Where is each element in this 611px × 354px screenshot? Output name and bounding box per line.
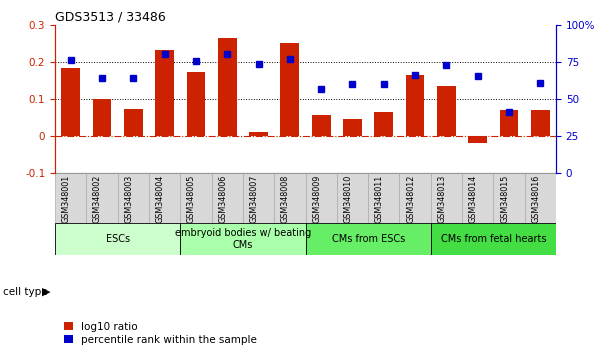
Text: GDS3513 / 33486: GDS3513 / 33486: [55, 11, 166, 24]
Bar: [306, 223, 431, 255]
Bar: [462, 172, 494, 223]
Bar: [55, 223, 180, 255]
Text: GSM348007: GSM348007: [249, 175, 258, 223]
Bar: [343, 119, 362, 136]
Bar: [368, 172, 400, 223]
Text: GSM348010: GSM348010: [343, 175, 353, 223]
Bar: [124, 109, 143, 136]
Text: GSM348001: GSM348001: [62, 175, 71, 223]
Bar: [218, 38, 236, 136]
Bar: [180, 172, 211, 223]
Bar: [312, 115, 331, 136]
Bar: [117, 172, 149, 223]
Text: cell type: cell type: [3, 287, 51, 297]
Bar: [431, 223, 556, 255]
Text: GSM348009: GSM348009: [312, 175, 321, 223]
Bar: [375, 112, 393, 136]
Text: GSM348013: GSM348013: [437, 175, 447, 223]
Bar: [155, 50, 174, 136]
Bar: [280, 43, 299, 136]
Text: CMs from ESCs: CMs from ESCs: [332, 234, 404, 244]
Text: GSM348005: GSM348005: [187, 175, 196, 223]
Text: GSM348011: GSM348011: [375, 175, 384, 223]
Bar: [337, 172, 368, 223]
Bar: [249, 132, 268, 136]
Text: GSM348006: GSM348006: [218, 175, 227, 223]
Bar: [531, 110, 550, 136]
Text: GSM348015: GSM348015: [500, 175, 509, 223]
Text: ESCs: ESCs: [106, 234, 130, 244]
Legend: log10 ratio, percentile rank within the sample: log10 ratio, percentile rank within the …: [60, 317, 261, 349]
Bar: [306, 172, 337, 223]
Bar: [525, 172, 556, 223]
Text: embryoid bodies w/ beating
CMs: embryoid bodies w/ beating CMs: [175, 228, 311, 250]
Bar: [493, 172, 525, 223]
Bar: [274, 172, 306, 223]
Text: CMs from fetal hearts: CMs from fetal hearts: [441, 234, 546, 244]
Bar: [61, 68, 80, 136]
Bar: [406, 75, 425, 136]
Bar: [149, 172, 180, 223]
Bar: [86, 172, 117, 223]
Bar: [55, 172, 86, 223]
Bar: [211, 172, 243, 223]
Bar: [431, 172, 462, 223]
Bar: [469, 136, 487, 143]
Bar: [93, 99, 111, 136]
Text: GSM348002: GSM348002: [93, 175, 102, 223]
Text: GSM348014: GSM348014: [469, 175, 478, 223]
Bar: [500, 110, 518, 136]
Text: ▶: ▶: [42, 287, 50, 297]
Text: GSM348004: GSM348004: [156, 175, 164, 223]
Bar: [243, 172, 274, 223]
Bar: [186, 72, 205, 136]
Text: GSM348016: GSM348016: [532, 175, 540, 223]
Text: GSM348003: GSM348003: [124, 175, 133, 223]
Bar: [180, 223, 306, 255]
Text: GSM348012: GSM348012: [406, 175, 415, 223]
Bar: [400, 172, 431, 223]
Text: GSM348008: GSM348008: [281, 175, 290, 223]
Bar: [437, 86, 456, 136]
